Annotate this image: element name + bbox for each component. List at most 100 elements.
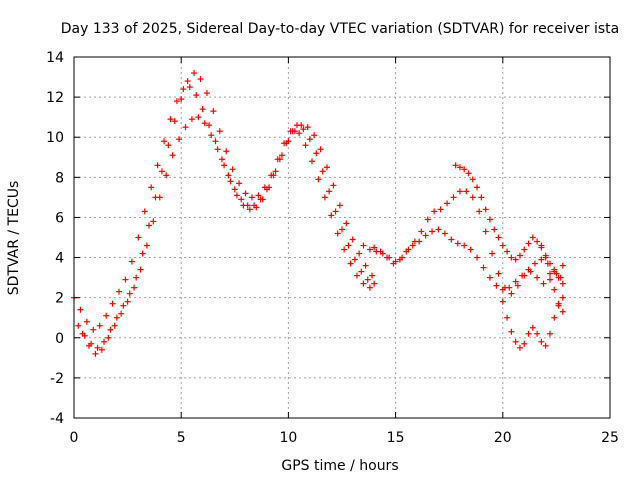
data-point bbox=[396, 256, 403, 263]
data-point bbox=[546, 330, 553, 337]
y-tick-label: 8 bbox=[55, 170, 64, 186]
data-point bbox=[315, 176, 322, 183]
data-point bbox=[278, 152, 285, 159]
data-point bbox=[508, 290, 515, 297]
y-tick-label: -2 bbox=[50, 371, 64, 387]
data-point bbox=[351, 256, 358, 263]
data-point bbox=[218, 156, 225, 163]
data-point bbox=[242, 190, 249, 197]
data-point bbox=[540, 280, 547, 287]
y-tick-label: 10 bbox=[46, 130, 64, 146]
data-point bbox=[116, 288, 123, 295]
data-point bbox=[158, 168, 165, 175]
data-point bbox=[120, 302, 127, 309]
data-point bbox=[456, 164, 463, 171]
data-point bbox=[508, 254, 515, 261]
data-point bbox=[79, 330, 86, 337]
data-point bbox=[504, 314, 511, 321]
data-point bbox=[343, 220, 350, 227]
data-point bbox=[92, 350, 99, 357]
data-point bbox=[364, 276, 371, 283]
data-point bbox=[534, 238, 541, 245]
data-point bbox=[538, 338, 545, 345]
data-point bbox=[308, 158, 315, 165]
data-point bbox=[461, 242, 468, 249]
data-point bbox=[334, 230, 341, 237]
data-point bbox=[474, 184, 481, 191]
data-point bbox=[514, 282, 521, 289]
data-point bbox=[467, 246, 474, 253]
data-point bbox=[113, 314, 120, 321]
data-point bbox=[291, 128, 298, 135]
data-point bbox=[546, 260, 553, 267]
data-point bbox=[512, 338, 519, 345]
data-point bbox=[559, 308, 566, 315]
data-point bbox=[94, 344, 101, 351]
data-point bbox=[489, 250, 496, 257]
data-point bbox=[184, 78, 191, 85]
data-point bbox=[516, 344, 523, 351]
data-point bbox=[551, 286, 558, 293]
data-point bbox=[195, 114, 202, 121]
data-point bbox=[105, 334, 112, 341]
data-point bbox=[542, 342, 549, 349]
data-point bbox=[319, 168, 326, 175]
data-point bbox=[259, 196, 266, 203]
data-point bbox=[133, 274, 140, 281]
data-point bbox=[300, 126, 307, 133]
data-point bbox=[328, 212, 335, 219]
data-point bbox=[469, 194, 476, 201]
data-point bbox=[482, 206, 489, 213]
data-point bbox=[96, 322, 103, 329]
data-point bbox=[336, 202, 343, 209]
y-tick-label: 2 bbox=[55, 291, 64, 307]
data-point bbox=[238, 196, 245, 203]
data-point bbox=[362, 262, 369, 269]
data-point bbox=[182, 124, 189, 131]
data-point bbox=[216, 128, 223, 135]
data-point bbox=[512, 256, 519, 263]
data-point bbox=[330, 182, 337, 189]
data-point bbox=[444, 200, 451, 207]
data-point bbox=[516, 252, 523, 259]
data-point bbox=[128, 258, 135, 265]
data-point bbox=[495, 270, 502, 277]
data-point bbox=[339, 226, 345, 233]
data-point bbox=[559, 262, 566, 269]
data-points bbox=[71, 70, 566, 357]
data-point bbox=[326, 188, 333, 195]
data-point bbox=[531, 260, 538, 267]
data-point bbox=[499, 286, 506, 293]
data-point bbox=[111, 322, 118, 329]
data-point bbox=[83, 318, 90, 325]
data-point bbox=[248, 194, 255, 201]
data-point bbox=[169, 152, 176, 159]
data-point bbox=[221, 162, 228, 169]
data-point bbox=[559, 294, 566, 301]
data-point bbox=[437, 206, 444, 213]
data-point bbox=[321, 194, 328, 201]
data-point bbox=[450, 194, 457, 201]
data-point bbox=[126, 290, 133, 297]
data-point bbox=[101, 338, 108, 345]
data-point bbox=[461, 166, 468, 173]
data-point bbox=[233, 192, 240, 199]
data-point bbox=[384, 254, 391, 261]
data-point bbox=[317, 146, 324, 153]
data-point bbox=[435, 226, 442, 233]
data-point bbox=[546, 276, 553, 283]
data-point bbox=[165, 142, 172, 149]
data-point bbox=[452, 162, 459, 169]
data-point bbox=[555, 274, 562, 281]
y-tick-label: -4 bbox=[50, 411, 64, 427]
data-point bbox=[156, 194, 163, 201]
data-point bbox=[416, 238, 423, 245]
data-point bbox=[476, 208, 483, 215]
data-point bbox=[210, 108, 217, 115]
x-tick-label: 15 bbox=[387, 430, 405, 446]
data-point bbox=[525, 330, 532, 337]
data-point bbox=[302, 142, 309, 149]
y-tick-label: 6 bbox=[55, 210, 64, 226]
data-point bbox=[212, 138, 219, 145]
data-point bbox=[150, 218, 157, 225]
